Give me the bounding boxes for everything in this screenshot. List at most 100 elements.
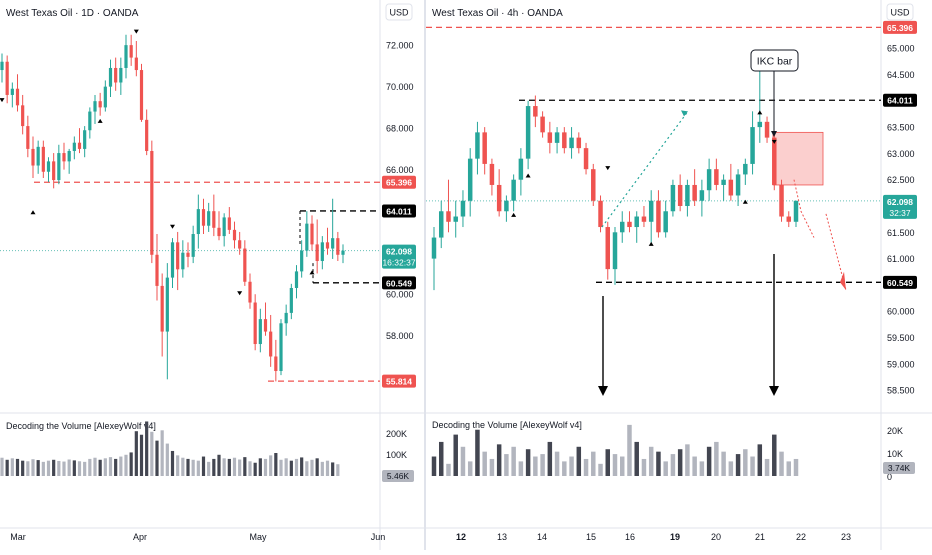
volume-bar (31, 459, 35, 476)
volume-bar (576, 446, 582, 476)
volume-bar (583, 458, 589, 476)
volume-bar (248, 461, 252, 476)
candle-body (93, 101, 97, 112)
candle-body (699, 190, 705, 201)
volume-bar (634, 441, 639, 476)
candle-body (217, 227, 221, 237)
candle-body (554, 132, 560, 143)
candle-body (145, 119, 149, 151)
panel-divider[interactable] (424, 0, 426, 550)
volume-last-box (883, 462, 915, 474)
volume-bar (238, 459, 242, 476)
volume-bar (750, 456, 755, 476)
volume-bar (21, 460, 25, 476)
candle-body (706, 169, 712, 191)
candle-body (139, 70, 144, 120)
volume-bar (325, 460, 330, 476)
candle-body (735, 174, 741, 196)
candle-body (258, 319, 262, 345)
time-tick: Apr (133, 532, 147, 542)
price-tick: 70.000 (386, 82, 414, 92)
time-tick: 22 (796, 532, 806, 542)
price-label: 62.098 (386, 247, 412, 257)
price-tick: 61.000 (887, 254, 915, 264)
volume-bar (26, 461, 30, 476)
volume-bar (562, 461, 567, 476)
volume-bar (253, 462, 257, 476)
candle-body (786, 216, 792, 222)
candle-body (511, 179, 516, 201)
signal-arrow-marker (511, 212, 517, 217)
volume-indicator-title: Decoding the Volume [AlexeyWolf v4] (6, 421, 156, 431)
candle-body (460, 200, 466, 217)
price-label: 64.011 (386, 206, 412, 216)
volume-bar (663, 461, 668, 476)
candle-body (15, 88, 20, 106)
volume-bar (165, 443, 169, 476)
volume-bar (181, 457, 185, 476)
price-tick: 58.000 (386, 331, 414, 341)
volume-bar (677, 449, 683, 476)
candle-body (612, 232, 618, 270)
price-label-box (883, 93, 917, 107)
candle-body (253, 302, 257, 345)
candle-body (605, 227, 611, 270)
volume-bar (98, 459, 102, 476)
candle-body (310, 223, 314, 245)
volume-bar (300, 457, 304, 476)
volume-tick: 20K (887, 426, 903, 436)
volume-bar (511, 446, 516, 476)
chart-panel-4h[interactable]: West Texas Oil · 4h · OANDA USD 65.000 64.5… (426, 0, 932, 550)
projection-arrow-up-head (681, 110, 688, 117)
volume-bar (77, 461, 82, 476)
time-tick: 19 (670, 532, 680, 542)
volume-bar (656, 451, 661, 476)
volume-bar (482, 451, 487, 476)
chart-panel-daily[interactable]: West Texas Oil · 1D · OANDA USD 72.000 70.0… (0, 0, 424, 550)
volume-bar (129, 452, 133, 476)
volume-bar (217, 454, 221, 476)
candle-body (170, 242, 175, 278)
signal-arrow-marker (648, 241, 654, 246)
4h-chart-svg[interactable]: West Texas Oil · 4h · OANDA USD 65.000 64.5… (426, 0, 932, 550)
volume-bar (685, 444, 690, 476)
daily-chart-svg[interactable]: West Texas Oil · 1D · OANDA USD 72.000 70.0… (0, 0, 424, 550)
candle-body (67, 150, 71, 162)
candle-body (569, 137, 574, 149)
projection-arrow-head (840, 271, 846, 291)
candle-body (431, 237, 437, 259)
volume-bar (93, 457, 97, 476)
candle-body (438, 211, 444, 238)
volume-bar (431, 456, 437, 476)
candle-body (331, 238, 335, 249)
candle-body (119, 67, 123, 83)
price-tick: 72.000 (386, 41, 414, 51)
candle-body (320, 242, 324, 262)
candle-body (26, 126, 30, 149)
volume-bar (612, 454, 618, 476)
volume-tick: 0 (887, 472, 892, 482)
volume-bar (757, 444, 763, 476)
time-tick: 14 (537, 532, 547, 542)
volume-bar (243, 457, 247, 476)
candle-body (656, 200, 661, 233)
chart-title: West Texas Oil · 4h · OANDA (432, 8, 563, 19)
volume-bar (207, 461, 211, 476)
volume-bar (648, 446, 654, 476)
volume-bar (289, 460, 293, 476)
price-tick: 62.500 (887, 175, 915, 185)
candle-body (134, 57, 138, 71)
volume-bar (692, 456, 697, 476)
candle-body (305, 223, 309, 251)
candle-body (692, 184, 697, 201)
currency-label: USD (890, 8, 910, 18)
signal-arrow-marker (170, 224, 175, 229)
volume-bar (793, 458, 799, 476)
volume-bar (453, 434, 458, 476)
candle-body (108, 67, 113, 87)
volume-bar (196, 460, 200, 476)
price-label: 65.396 (386, 178, 412, 188)
volume-tick: 200K (386, 429, 407, 439)
signal-arrow-marker (757, 110, 763, 115)
candle-body (482, 132, 487, 164)
